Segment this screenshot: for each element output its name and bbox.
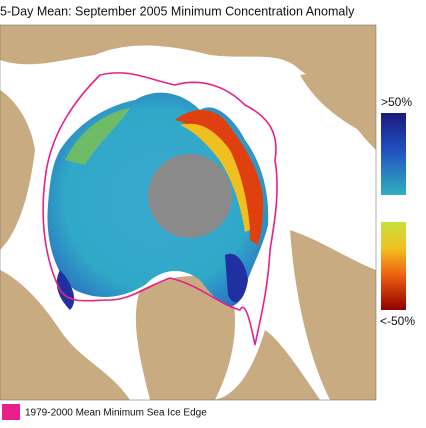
ice-anomaly-positive: [56, 270, 75, 310]
land: [135, 275, 235, 400]
mean-ice-edge: [42, 72, 278, 346]
ice-anomaly-positive: [225, 253, 248, 303]
colorbar-negative: [381, 222, 406, 310]
land: [300, 74, 376, 140]
legend-swatch: [2, 404, 20, 420]
colorbar-min-label: <-50%: [380, 314, 415, 328]
land: [290, 230, 376, 400]
ice-anomaly-negative: [180, 123, 250, 232]
ice-anomaly-negative: [65, 108, 130, 165]
map-border: [0, 24, 377, 401]
colorbar-max-label: >50%: [381, 95, 412, 109]
map-title: 5-Day Mean: September 2005 Minimum Conce…: [0, 4, 355, 18]
legend-label: 1979-2000 Mean Minimum Sea Ice Edge: [25, 408, 207, 419]
land: [0, 90, 35, 250]
colorbar-positive: [381, 113, 406, 195]
land: [0, 270, 56, 400]
pole-hole: [148, 154, 232, 238]
map: [0, 24, 377, 401]
ice-anomaly-negative: [175, 109, 264, 246]
